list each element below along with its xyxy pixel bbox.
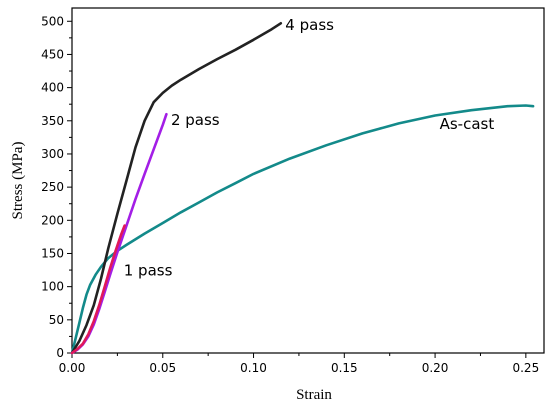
y-tick-label: 50 (49, 313, 64, 327)
y-tick-label: 150 (41, 246, 64, 260)
series-lines (70, 22, 535, 355)
y-tick-label: 400 (41, 81, 64, 95)
series-label-as-cast: As-cast (440, 115, 495, 133)
x-tick-label: 0.25 (512, 361, 539, 375)
y-tick-label: 250 (41, 180, 64, 194)
x-tick-label: 0.00 (59, 361, 86, 375)
y-tick-label: 0 (56, 346, 64, 360)
series-label-4-pass: 4 pass (285, 16, 334, 34)
y-tick-label: 500 (41, 14, 64, 28)
series-line-as-cast (70, 104, 535, 355)
series-label-2-pass: 2 pass (171, 111, 220, 129)
x-tick-label: 0.10 (240, 361, 267, 375)
x-axis-title: Strain (296, 387, 332, 403)
y-axis-title: Stress (MPa) (10, 142, 26, 220)
y-tick-label: 100 (41, 280, 64, 294)
y-tick-label: 200 (41, 213, 64, 227)
x-tick-label: 0.15 (331, 361, 358, 375)
series-line-1-pass (70, 224, 126, 355)
series-labels: As-cast 1 pass 2 pass 4 pass (124, 16, 495, 279)
y-tick-label: 450 (41, 47, 64, 61)
series-label-1-pass: 1 pass (124, 261, 173, 279)
y-tick-label: 350 (41, 114, 64, 128)
y-tick-label: 300 (41, 147, 64, 161)
plot-frame (71, 7, 545, 354)
axes: 0 50 100 150 200 250 300 350 400 450 500 0.00 0.05 0.… (41, 7, 545, 375)
x-tick-label: 0.05 (149, 361, 176, 375)
x-tick-label: 0.20 (422, 361, 449, 375)
series-line-4-pass (70, 22, 283, 355)
series-line-2-pass (70, 112, 168, 355)
